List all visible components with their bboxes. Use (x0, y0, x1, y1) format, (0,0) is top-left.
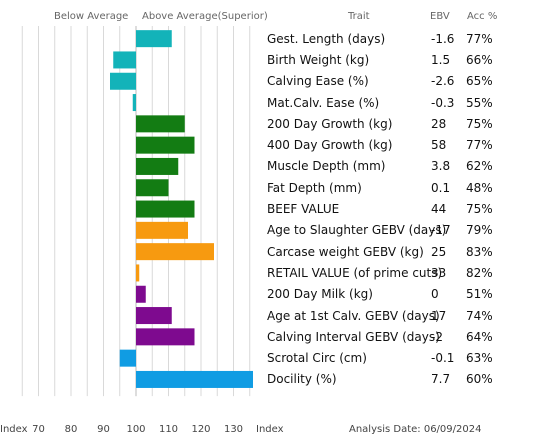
ebv-value: 17 (431, 308, 447, 323)
ebv-value: -2.6 (431, 74, 455, 89)
trait-label: Calving Ease (%) (267, 74, 369, 89)
acc-value: 65% (466, 74, 493, 89)
bar-0 (136, 30, 172, 48)
x-tick-label: 130 (223, 424, 244, 435)
ebv-value: 33 (431, 265, 447, 280)
index-label-left: Index (0, 424, 28, 435)
acc-value: 74% (466, 308, 493, 323)
ebv-value: 28 (431, 116, 447, 131)
trait-label: Mat.Calv. Ease (%) (267, 95, 380, 110)
trait-label: 200 Day Milk (kg) (267, 287, 373, 302)
ebv-value: -0.3 (431, 95, 455, 110)
ebv-value: -0.1 (431, 351, 455, 366)
bar-6 (136, 157, 179, 175)
acc-value: 55% (466, 95, 493, 110)
x-tick-label: 80 (64, 424, 78, 435)
ebv-value: 25 (431, 244, 447, 259)
ebv-header: EBV (430, 11, 450, 22)
x-tick-label: 90 (97, 424, 110, 435)
trait-label: Fat Depth (mm) (267, 180, 362, 195)
trait-label: BEEF VALUE (267, 202, 340, 217)
ebv-value: -2 (431, 329, 443, 344)
x-tick-label: 110 (158, 424, 179, 435)
acc-value: 60% (466, 372, 493, 387)
trait-label: Gest. Length (days) (267, 31, 386, 46)
trait-label: Docility (%) (267, 372, 337, 387)
acc-value: 82% (466, 265, 493, 280)
x-tick-label: 120 (191, 424, 211, 435)
acc-value: 75% (466, 202, 493, 217)
bar-10 (136, 243, 214, 261)
ebv-value: 3.8 (431, 159, 451, 174)
index-label-right: Index (256, 424, 284, 435)
acc-value: 64% (466, 329, 493, 344)
ebv-value: 7.7 (431, 372, 451, 387)
bar-12 (136, 285, 146, 303)
trait-label: Age at 1st Calv. GEBV (days) (267, 308, 440, 323)
trait-label: Scrotal Circ (cm) (267, 351, 367, 366)
acc-value: 75% (466, 116, 493, 131)
acc-value: 79% (466, 223, 493, 238)
ebv-value: 0.1 (431, 180, 451, 195)
bar-9 (136, 221, 188, 239)
acc-value: 48% (466, 180, 493, 195)
bar-15 (119, 349, 136, 367)
bar-5 (136, 136, 195, 154)
bar-8 (136, 200, 195, 218)
bar-11 (136, 264, 140, 282)
acc-value: 83% (466, 244, 493, 259)
acc-value: 51% (466, 287, 493, 302)
ebv-value: 58 (431, 138, 447, 153)
analysis-date: Analysis Date: 06/09/2024 (349, 424, 482, 435)
bar-4 (136, 115, 185, 133)
bar-13 (136, 307, 172, 325)
trait-label: 400 Day Growth (kg) (267, 138, 393, 153)
above-average-header: Above Average(Superior) (142, 11, 268, 22)
acc-value: 66% (466, 52, 493, 67)
acc-value: 77% (466, 31, 493, 46)
trait-label: Birth Weight (kg) (267, 52, 370, 67)
acc-value: 77% (466, 138, 493, 153)
x-tick-label: 100 (126, 424, 146, 435)
bar-3 (132, 94, 136, 112)
ebv-value: 1.5 (431, 52, 451, 67)
acc-value: 63% (466, 351, 493, 366)
x-tick-label: 70 (32, 424, 45, 435)
trait-label: 200 Day Growth (kg) (267, 116, 393, 131)
ebv-value: 44 (431, 202, 447, 217)
trait-label: Muscle Depth (mm) (267, 159, 386, 174)
trait-label: Age to Slaughter GEBV (days) (267, 223, 447, 238)
bar-14 (136, 328, 195, 346)
trait-label: Calving Interval GEBV (days) (267, 329, 440, 344)
bar-16 (136, 370, 253, 388)
bar-2 (110, 72, 136, 90)
trait-label: Carcase weight GEBV (kg) (267, 244, 424, 259)
acc-value: 62% (466, 159, 493, 174)
ebv-value: -1.6 (431, 31, 455, 46)
ebv-value: -17 (431, 223, 451, 238)
bar-1 (113, 51, 136, 69)
below-average-header: Below Average (54, 11, 129, 22)
ebv-value: 0 (431, 287, 439, 302)
trait-label: RETAIL VALUE (of prime cuts) (267, 265, 443, 280)
acc-header: Acc % (467, 11, 498, 22)
trait-header: Trait (348, 11, 370, 22)
bar-7 (136, 179, 169, 197)
